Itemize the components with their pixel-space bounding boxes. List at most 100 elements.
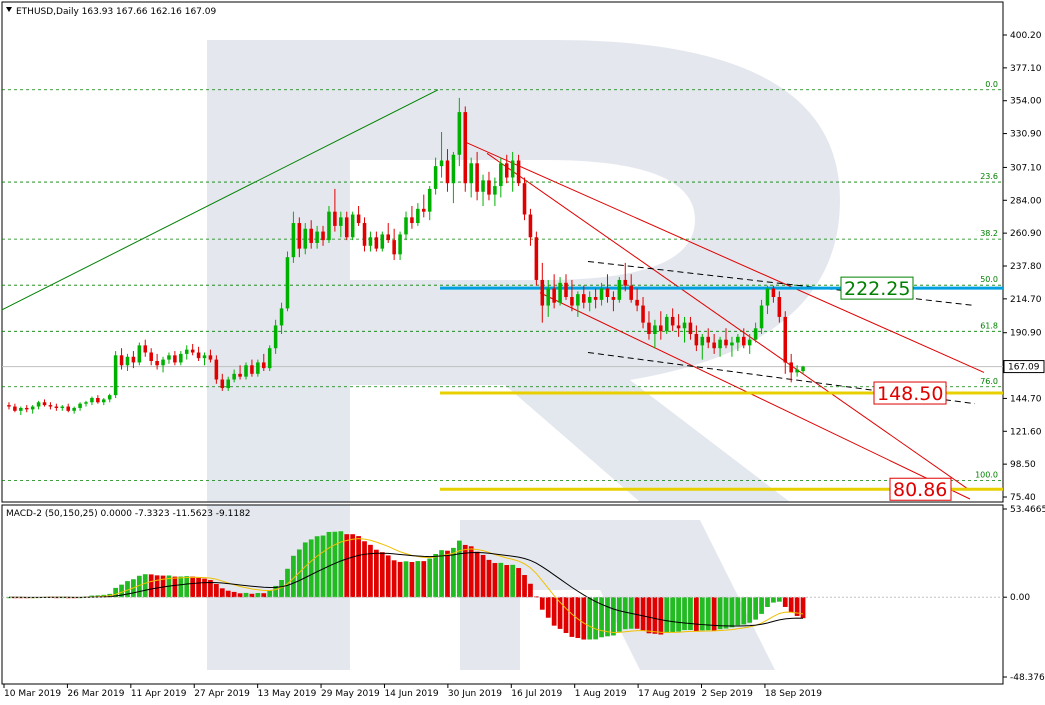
uptrend-line	[1, 89, 439, 311]
candle	[161, 356, 165, 373]
candle-body	[777, 297, 782, 317]
candle	[374, 231, 379, 252]
candle-body	[682, 322, 687, 329]
candle	[196, 346, 201, 362]
macd-histogram-bar	[498, 562, 504, 598]
candle	[309, 220, 313, 249]
candle	[267, 345, 272, 371]
macd-histogram-bar	[439, 550, 444, 598]
candle-body	[659, 325, 663, 332]
candle	[522, 177, 527, 221]
macd-histogram-bar	[676, 597, 681, 632]
price-level-box	[889, 477, 952, 501]
candle	[528, 208, 533, 246]
macd-histogram-bar	[184, 576, 190, 598]
candle-body	[315, 231, 319, 243]
candle-body	[285, 257, 290, 309]
candle	[179, 351, 183, 366]
macd-histogram-bar	[599, 597, 604, 638]
macd-histogram-bar	[504, 565, 510, 598]
macd-histogram-bar	[113, 587, 118, 598]
candle-body	[742, 336, 746, 346]
macd-histogram-bar	[421, 561, 427, 598]
fib-level-label: 76.0	[980, 377, 998, 386]
macd-histogram-bar	[480, 554, 486, 598]
macd-histogram-bar	[154, 575, 160, 598]
channel-mid-line	[486, 152, 971, 491]
candle-body	[416, 208, 420, 224]
candle-body	[36, 402, 41, 407]
candle-body	[137, 345, 142, 363]
candle-body	[7, 405, 11, 407]
candle	[13, 403, 17, 413]
candle	[475, 151, 479, 201]
candle-body	[291, 223, 296, 258]
fib-level-label: 50.0	[980, 275, 998, 284]
candle	[208, 349, 213, 363]
candle	[747, 333, 752, 354]
x-tick-label: 13 May 2019	[258, 689, 317, 699]
candle	[623, 262, 628, 292]
candle	[801, 365, 805, 374]
macd-histogram-bar	[587, 597, 593, 640]
price-level-label: 148.50	[877, 383, 943, 405]
macd-histogram-bar	[225, 590, 231, 598]
macd-histogram-bar	[142, 574, 148, 598]
candle	[107, 393, 112, 403]
macd-histogram-bar	[699, 597, 705, 631]
candle-body	[78, 403, 82, 408]
candle	[54, 403, 59, 411]
candle	[724, 328, 728, 349]
candle	[457, 97, 462, 167]
candle-body	[795, 369, 799, 373]
macd-histogram-bar	[261, 593, 267, 598]
candle	[570, 279, 574, 312]
candle-body	[570, 297, 574, 306]
macd-histogram-bar	[243, 592, 249, 598]
candle	[30, 405, 35, 414]
macd-histogram-bar	[89, 595, 95, 598]
candle-body	[552, 288, 556, 303]
macd-histogram-bar	[273, 585, 278, 598]
candle	[463, 106, 468, 192]
candle-body	[647, 322, 651, 334]
channel-lower-line	[539, 292, 971, 500]
candle-body	[250, 365, 254, 374]
macd-histogram-bar	[296, 549, 302, 598]
candle-body	[125, 356, 130, 366]
candle	[155, 353, 159, 370]
candle	[783, 311, 788, 374]
candle-body	[457, 112, 462, 155]
macd-histogram-bar	[433, 554, 438, 598]
macd-histogram-bar	[427, 558, 433, 598]
candle	[398, 231, 402, 261]
macd-histogram-bar	[119, 584, 124, 598]
candle-body	[410, 217, 414, 224]
candle-body	[333, 211, 337, 226]
candle-body	[179, 353, 183, 363]
candle	[540, 262, 545, 323]
main-panel-frame	[1, 1, 1004, 503]
candle	[344, 211, 349, 241]
macd-histogram-bar	[172, 576, 178, 598]
macd-histogram-bar	[534, 596, 539, 598]
candle	[534, 231, 539, 286]
candle-body	[238, 373, 242, 377]
macd-histogram-bar	[539, 597, 545, 610]
candle	[256, 359, 260, 377]
candle	[617, 277, 622, 303]
candle	[119, 348, 124, 370]
candle-body	[641, 305, 645, 323]
candle	[232, 369, 236, 383]
candle-body	[84, 402, 88, 404]
y-tick-label: 75.40	[1010, 493, 1036, 503]
candle	[730, 336, 734, 357]
candle	[380, 231, 385, 252]
macd-histogram-bar	[474, 551, 480, 598]
candle	[238, 365, 242, 380]
candle	[558, 277, 562, 306]
candle-body	[582, 294, 586, 303]
candle-body	[13, 406, 17, 411]
price-level-box	[840, 276, 914, 300]
candle-body	[350, 214, 355, 238]
